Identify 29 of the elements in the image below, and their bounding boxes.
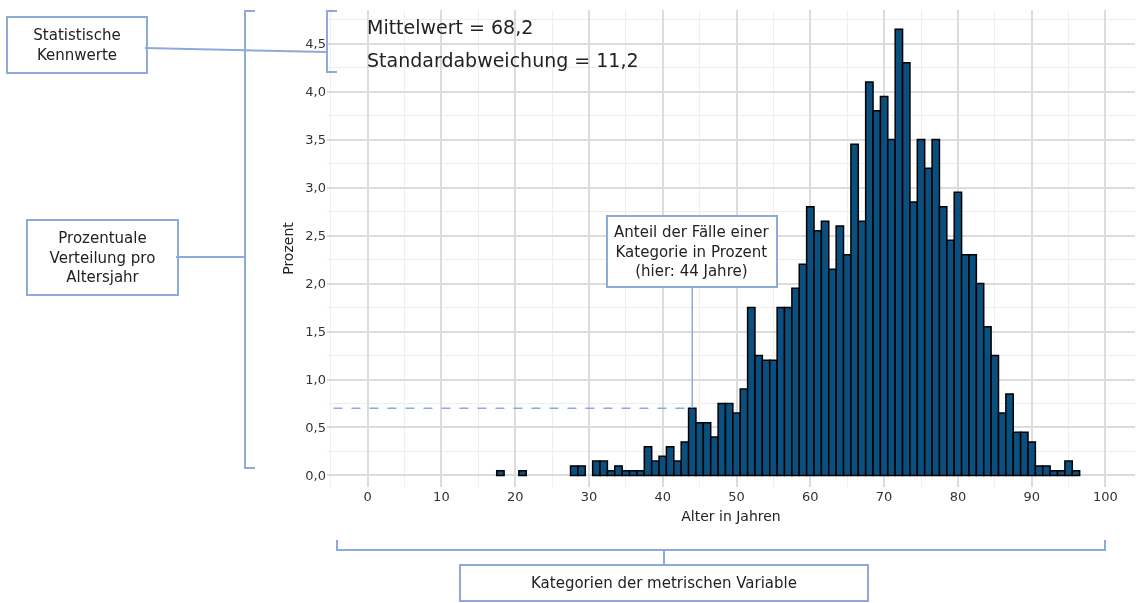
y-tick-label: 4,5 [305, 36, 326, 52]
y-tick-label: 1,5 [305, 324, 326, 340]
x-tick-label: 60 [802, 489, 819, 504]
y-axis-title: Prozent [279, 221, 296, 275]
annotation: Standardabweichung = 11,2 [367, 49, 639, 71]
annotation: Anteil der Fälle einer Kategorie in Prozent (hier: 44 Jahre) [614, 223, 770, 280]
x-tick-label: 70 [875, 489, 893, 504]
y-tick-label: 0,0 [305, 468, 326, 484]
y-tick-label: 2,0 [305, 276, 326, 292]
y-tick-label: 0,5 [305, 420, 326, 436]
x-axis-title: Alter in Jahren [681, 508, 781, 525]
x-tick-label: 100 [1093, 489, 1118, 504]
x-tick-label: 0 [363, 489, 372, 504]
text: Kategorien der metrischen Variable [531, 574, 797, 592]
text: Statistische Kennwerte [33, 26, 121, 64]
text: Prozentuale Verteilung pro Altersjahr [49, 229, 156, 286]
y-tick-label: 2,5 [305, 228, 326, 244]
x-tick-label: 40 [654, 489, 672, 504]
x-tick-label: 20 [506, 489, 524, 504]
x-tick-label: 90 [1023, 489, 1040, 504]
x-tick-label: 30 [580, 489, 598, 504]
y-tick-label: 3,0 [305, 180, 326, 196]
y-tick-label: 1,0 [305, 372, 326, 388]
x-tick-label: 10 [433, 489, 450, 504]
y-tick-label: 4,0 [305, 84, 326, 100]
annotation: Mittelwert = 68,2 [367, 16, 534, 38]
y-tick-label: 3,5 [305, 132, 326, 148]
x-tick-label: 80 [949, 489, 967, 504]
x-tick-label: 50 [728, 489, 745, 504]
